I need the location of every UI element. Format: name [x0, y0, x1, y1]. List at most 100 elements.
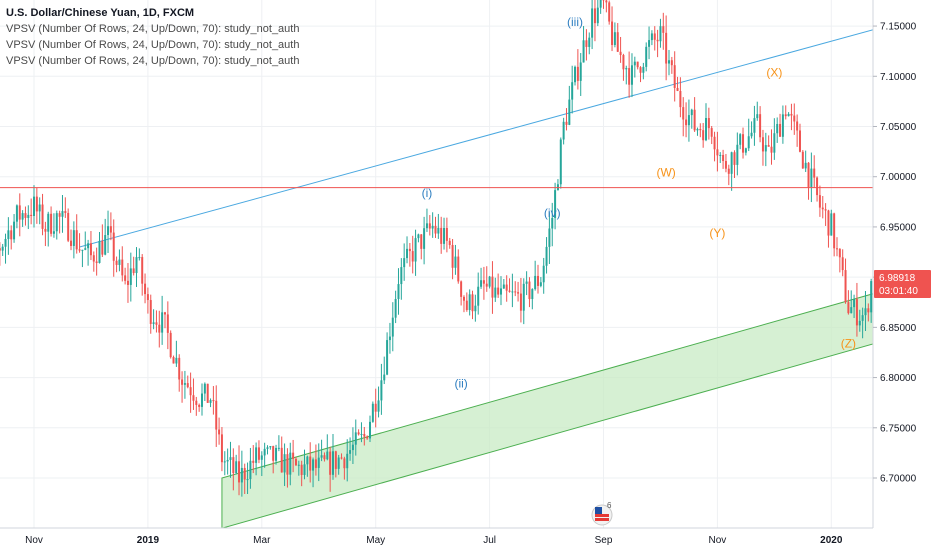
candle-body — [41, 204, 44, 229]
wave-label[interactable]: (W) — [656, 166, 675, 180]
candle-body — [320, 455, 323, 458]
candle-body — [10, 230, 13, 240]
candle-body — [78, 249, 81, 251]
candle-body — [434, 225, 437, 234]
indicator-label[interactable]: VPSV (Number Of Rows, 24, Up/Down, 70): … — [6, 23, 300, 35]
wave-label[interactable]: (i) — [422, 186, 433, 200]
candle-body — [562, 121, 565, 140]
indicator-label[interactable]: VPSV (Number Of Rows, 24, Up/Down, 70): … — [6, 55, 300, 67]
candle-body — [730, 152, 733, 174]
candle-body — [653, 33, 656, 40]
indicator-label[interactable]: VPSV (Number Of Rows, 24, Up/Down, 70): … — [6, 39, 300, 51]
candle-body — [850, 307, 853, 314]
candle-body — [149, 300, 152, 324]
candle-body — [451, 245, 454, 268]
candle-body — [249, 460, 252, 480]
candle-body — [705, 118, 708, 141]
candle-body — [255, 447, 258, 463]
wave-label[interactable]: (iv) — [544, 206, 561, 220]
candle-body — [870, 281, 873, 313]
candle-body — [764, 145, 767, 152]
x-tick-label: 2020 — [820, 535, 843, 546]
candle-body — [374, 403, 377, 412]
candle-body — [107, 226, 110, 236]
candle-body — [798, 130, 801, 152]
candle-body — [693, 109, 696, 131]
candle-body — [198, 404, 201, 407]
x-axis[interactable]: Nov2019MarMayJulSepNov2020MarMayJulSepNo… — [25, 535, 932, 546]
candle-body — [639, 67, 642, 73]
candle-body — [386, 340, 389, 375]
wave-label[interactable]: (iii) — [567, 15, 583, 29]
candle-body — [104, 235, 107, 255]
candle-body — [696, 128, 699, 131]
candle-body — [272, 446, 275, 461]
candle-body — [58, 213, 61, 217]
candle-body — [95, 261, 98, 263]
candle-body — [687, 115, 690, 126]
candle-body — [266, 447, 269, 449]
candle-body — [699, 128, 702, 131]
x-tick-label: Jul — [483, 535, 496, 546]
wave-label[interactable]: (ii) — [454, 377, 467, 391]
candle-body — [181, 379, 184, 385]
candle-body — [437, 227, 440, 234]
symbol-title[interactable]: U.S. Dollar/Chinese Yuan, 1D, FXCM — [6, 7, 195, 19]
candle-body — [109, 226, 112, 233]
candle-body — [830, 213, 833, 236]
candle-body — [38, 204, 41, 212]
candle-body — [152, 322, 155, 324]
y-tick-label: 6.75000 — [880, 423, 917, 434]
candle-body — [793, 115, 796, 122]
candle-body — [719, 154, 722, 156]
candle-body — [454, 256, 457, 268]
candle-body — [235, 461, 238, 474]
candle-body — [21, 213, 24, 220]
candle-body — [824, 209, 827, 211]
price-badge-countdown: 03:01:40 — [879, 286, 918, 297]
candle-body — [796, 121, 799, 131]
candle-body — [141, 257, 144, 284]
candle-body — [537, 275, 540, 286]
candle-body — [759, 114, 762, 138]
resistance-trendline[interactable] — [79, 0, 932, 248]
candle-body — [519, 293, 522, 311]
candle-body — [186, 383, 189, 388]
candle-body — [18, 205, 21, 220]
tradingview-logo: 6 — [591, 501, 613, 526]
candle-body — [101, 240, 104, 255]
candle-body — [571, 82, 574, 100]
candle-body — [499, 288, 502, 295]
candle-body — [189, 387, 192, 396]
candle-body — [630, 65, 633, 85]
candle-body — [460, 281, 463, 297]
candle-body — [192, 395, 195, 401]
candle-body — [682, 107, 685, 120]
candle-body — [388, 336, 391, 341]
wave-label[interactable]: (Y) — [709, 226, 725, 240]
wave-label[interactable]: (Z) — [841, 336, 856, 350]
candle-body — [773, 133, 776, 153]
candle-body — [685, 119, 688, 126]
candle-body — [736, 144, 739, 165]
candle-body — [667, 60, 670, 64]
support-channel[interactable] — [221, 86, 932, 529]
candle-body — [514, 291, 517, 293]
candle-body — [568, 99, 571, 125]
candle-body — [545, 246, 548, 266]
candle-body — [394, 298, 397, 318]
candle-body — [263, 448, 266, 456]
candle-body — [813, 168, 816, 178]
candle-body — [790, 113, 793, 116]
candle-body — [129, 268, 132, 285]
price-badge-value: 6.98918 — [879, 273, 916, 284]
candle-body — [676, 87, 679, 91]
wave-label[interactable]: (X) — [766, 65, 782, 79]
candle-body — [605, 0, 608, 3]
candle-body — [482, 280, 485, 284]
candle-body — [853, 299, 856, 308]
candle-body — [67, 212, 70, 241]
candle-body — [309, 456, 312, 471]
candle-body — [599, 0, 602, 8]
